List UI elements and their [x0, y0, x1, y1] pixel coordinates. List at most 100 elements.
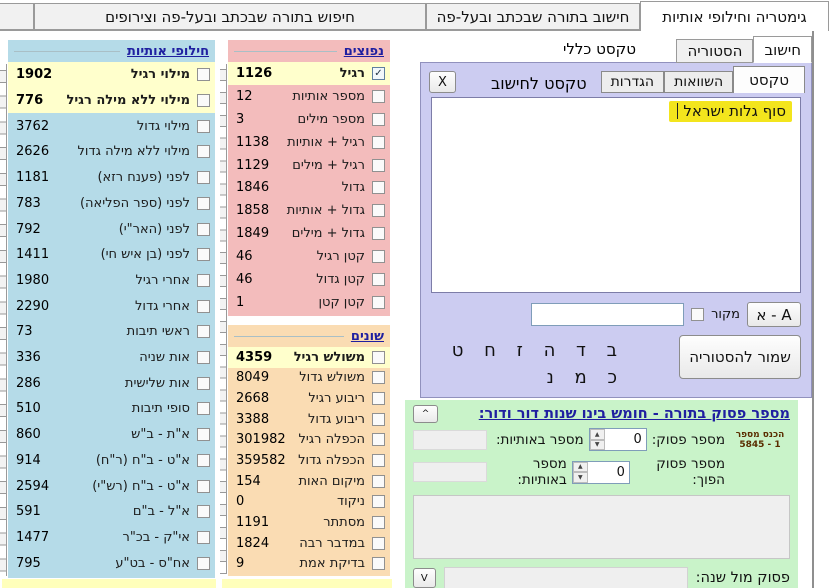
row-checkbox[interactable] [372, 158, 385, 172]
row-value: 2290 [16, 298, 50, 314]
row-checkbox[interactable] [197, 479, 210, 493]
clear-text-button[interactable]: X [429, 71, 456, 93]
row-checkbox[interactable]: ✓ [372, 66, 385, 80]
row-value: 3388 [236, 411, 270, 427]
tab-settings[interactable]: הגדרות [600, 71, 665, 93]
reverse-verse-spinner[interactable]: ▲ ▼ 0 [571, 460, 630, 484]
row-checkbox[interactable] [372, 474, 385, 488]
calculation-text-area[interactable]: סוף גלות ישראל [431, 97, 801, 293]
verse-vs-year-button[interactable]: V [413, 568, 436, 588]
row-value: 1846 [236, 180, 270, 196]
row-checkbox[interactable] [197, 68, 210, 82]
row-checkbox[interactable] [197, 248, 210, 262]
value-row: אח"ס - בט"ע 795 [8, 550, 215, 576]
row-checkbox[interactable] [372, 433, 385, 447]
row-value: 1129 [236, 157, 270, 173]
hebrew-latin-toggle-button[interactable]: A - א [747, 302, 801, 327]
row-checkbox[interactable] [372, 454, 385, 468]
value-row: אחרי רגיל 1980 [8, 268, 215, 294]
row-checkbox[interactable] [372, 250, 385, 264]
row-checkbox[interactable] [197, 531, 210, 544]
panel-header: חילופי אותיות [8, 40, 215, 62]
panel-header: נפוצים [228, 40, 390, 62]
spinner-arrows[interactable]: ▲ ▼ [572, 461, 588, 483]
value-row: לפני (פענח רזא) 1181 [8, 165, 215, 191]
verse-vs-year-input[interactable] [443, 567, 688, 588]
row-checkbox[interactable] [372, 557, 385, 571]
source-row: A - א מקור [431, 302, 801, 327]
row-checkbox[interactable] [197, 171, 210, 185]
row-checkbox[interactable] [197, 453, 210, 467]
row-checkbox[interactable] [197, 505, 210, 519]
spin-up-icon[interactable]: ▲ [572, 461, 588, 472]
verse-number-spinner[interactable]: ▲ ▼ 0 [588, 428, 647, 451]
collapse-button[interactable]: ^ [413, 405, 438, 423]
row-checkbox[interactable] [197, 145, 210, 159]
row-checkbox[interactable] [372, 112, 385, 126]
verse-panel-header: מספר פסוק בתורה - חומש בינו שנות דור ודו… [413, 405, 790, 423]
row-value: 154 [236, 473, 261, 489]
row-checkbox[interactable] [197, 428, 210, 442]
row-label: מילוי ללא מילה רגיל [66, 93, 190, 109]
row-label: משולש גדול [299, 370, 365, 386]
row-checkbox[interactable] [372, 296, 385, 310]
value-row: ריבוע גדול 3388 [228, 409, 390, 430]
row-checkbox[interactable] [197, 351, 210, 365]
source-input[interactable] [531, 303, 685, 326]
row-checkbox[interactable] [372, 536, 385, 550]
tab-gematria-letter-substitutions[interactable]: גימטריה וחילופי אותיות [640, 1, 829, 31]
row-checkbox[interactable] [197, 119, 210, 133]
save-to-history-button[interactable]: שמור להסטוריה [679, 335, 801, 379]
reverse-verse-value[interactable]: 0 [616, 464, 625, 480]
value-row: אות שניה 336 [8, 345, 215, 371]
row-checkbox[interactable] [372, 204, 385, 218]
row-value: 286 [16, 375, 41, 391]
row-checkbox[interactable] [372, 350, 385, 364]
row-checkbox[interactable] [372, 135, 385, 149]
tab-calculation[interactable]: חישוב [753, 36, 812, 63]
spin-up-icon[interactable]: ▲ [589, 429, 605, 440]
row-checkbox[interactable] [372, 371, 385, 385]
row-checkbox[interactable] [372, 412, 385, 426]
tab-search-torah[interactable]: חיפוש בתורה שבכתב ובעל-פה וצירופים [34, 3, 426, 30]
value-row: א"ט - ב"ח (ר"ח) 914 [8, 448, 215, 474]
row-checkbox[interactable] [197, 196, 210, 210]
tab-history[interactable]: הסטוריה [676, 39, 754, 63]
tab-calc-torah[interactable]: חישוב בתורה שבכתב ובעל-פה [426, 3, 640, 30]
verse-number-value[interactable]: 0 [633, 432, 642, 447]
row-value: 359582 [236, 453, 286, 469]
row-value: 3762 [16, 118, 50, 134]
row-checkbox[interactable] [372, 515, 385, 529]
row-checkbox[interactable] [197, 222, 210, 236]
row-label: לפני (בן איש חי) [100, 247, 190, 263]
source-checkbox[interactable] [691, 308, 705, 321]
tab-comparisons[interactable]: השוואות [664, 71, 734, 93]
spinner-arrows[interactable]: ▲ ▼ [589, 429, 605, 450]
row-checkbox[interactable] [197, 325, 210, 339]
value-row: במדבר רבה 1824 [228, 533, 390, 554]
row-checkbox[interactable] [372, 181, 385, 195]
row-checkbox[interactable] [197, 376, 210, 390]
verse-number-label: מספר פסוק: [651, 431, 725, 448]
row-value: 2626 [16, 144, 50, 160]
row-checkbox[interactable] [197, 402, 210, 416]
row-checkbox[interactable] [197, 273, 210, 287]
row-checkbox[interactable] [372, 227, 385, 241]
spin-down-icon[interactable]: ▼ [572, 472, 588, 483]
spin-down-icon[interactable]: ▼ [589, 439, 605, 450]
letter-substitutions-panel: חילופי אותיות מילוי רגיל 1902 מילוי ללא מי… [8, 40, 215, 578]
tab-text[interactable]: טקסט [733, 66, 805, 93]
row-value: 0 [236, 494, 245, 510]
row-value: 783 [16, 195, 41, 211]
row-checkbox[interactable] [372, 392, 385, 406]
row-checkbox[interactable] [197, 94, 210, 108]
row-checkbox[interactable] [197, 299, 210, 313]
row-checkbox[interactable] [372, 495, 385, 509]
tab-cut-off[interactable]: חיש [0, 3, 34, 30]
row-checkbox[interactable] [197, 556, 210, 570]
verse-vs-year-label: פסוק מול שנה: [695, 570, 790, 586]
row-checkbox[interactable] [372, 89, 385, 103]
panel-title: שונים [350, 328, 384, 344]
row-value: 3 [236, 111, 245, 127]
row-checkbox[interactable] [372, 273, 385, 287]
